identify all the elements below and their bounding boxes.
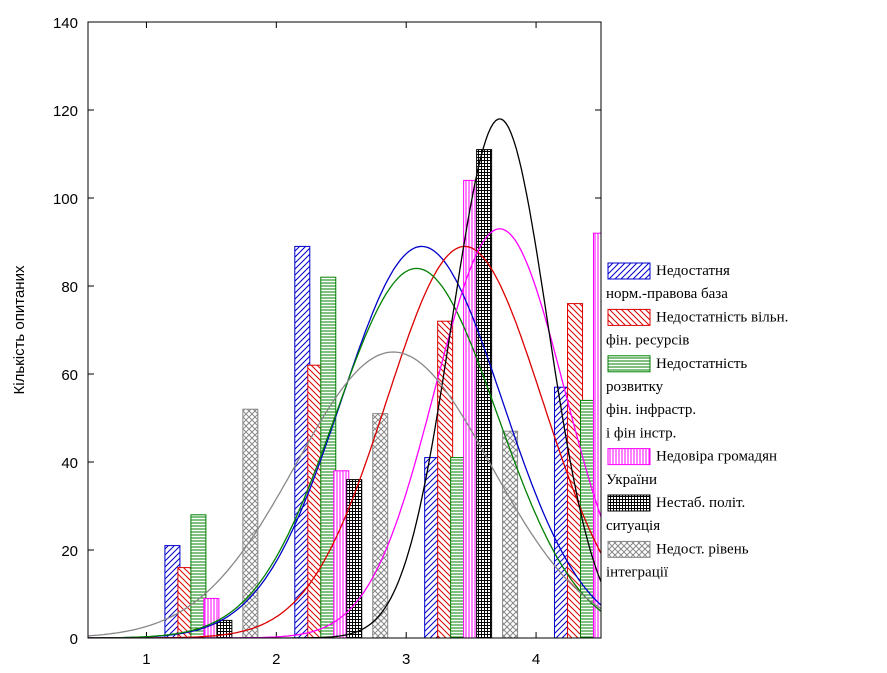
bar-series-6 — [242, 408, 259, 638]
legend: Недостатня норм.-правова база Недостатніст… — [606, 262, 788, 581]
legend-swatch-3 — [607, 355, 651, 373]
curve-series-5 — [88, 118, 601, 638]
curve-series-6 — [88, 351, 601, 637]
legend-label: ситуація — [606, 518, 660, 534]
y-tick-label: 40 — [61, 455, 78, 472]
y-axis-label: Кількість опитаних — [11, 265, 28, 394]
plot-area — [87, 21, 602, 639]
bar-series-6 — [372, 413, 389, 638]
legend-label: інтеграції — [606, 565, 669, 581]
legend-label: норм.-правова база — [606, 286, 728, 302]
legend-swatch-5 — [607, 494, 651, 512]
y-tick-label: 80 — [61, 279, 78, 296]
legend-label: фін. інфрастр. — [606, 402, 696, 418]
legend-label: і фін інстр. — [606, 425, 676, 441]
bar-series-6 — [502, 430, 519, 638]
legend-swatch-2 — [607, 308, 651, 326]
legend-label: Недостатність вільн. — [656, 309, 788, 325]
legend-label: Недостатня — [656, 263, 730, 279]
legend-swatch-4 — [607, 448, 651, 466]
bar-series-5 — [346, 479, 363, 638]
legend-label: розвитку — [606, 379, 664, 395]
legend-label: фін. ресурсів — [606, 333, 689, 349]
y-tick-label: 0 — [70, 631, 78, 648]
x-tick-label: 2 — [272, 651, 280, 668]
x-tick-label: 3 — [402, 651, 410, 668]
x-tick-label: 4 — [532, 651, 540, 668]
legend-swatch-6 — [607, 540, 651, 558]
legend-label: Недостатність — [656, 356, 747, 372]
legend-label: Недовіра громадян — [656, 449, 777, 465]
y-tick-label: 120 — [53, 103, 78, 120]
bar-series-4 — [203, 597, 220, 638]
plot-frame — [87, 21, 602, 639]
x-tick-label: 1 — [142, 651, 150, 668]
legend-label: України — [606, 472, 657, 488]
bar-series-5 — [476, 149, 493, 638]
curve-series-3 — [88, 267, 601, 638]
y-axis: 0 20 40 60 80 100 120 140 — [53, 15, 601, 648]
legend-swatch-1 — [607, 262, 651, 280]
legend-label: Недост. рівень — [656, 541, 749, 557]
y-tick-label: 60 — [61, 367, 78, 384]
y-tick-label: 20 — [61, 543, 78, 560]
legend-label: Нестаб. політ. — [656, 495, 745, 511]
y-tick-label: 140 — [53, 15, 78, 32]
bar-series-4 — [593, 232, 601, 638]
y-tick-label: 100 — [53, 191, 78, 208]
curve-series-4 — [88, 228, 601, 638]
